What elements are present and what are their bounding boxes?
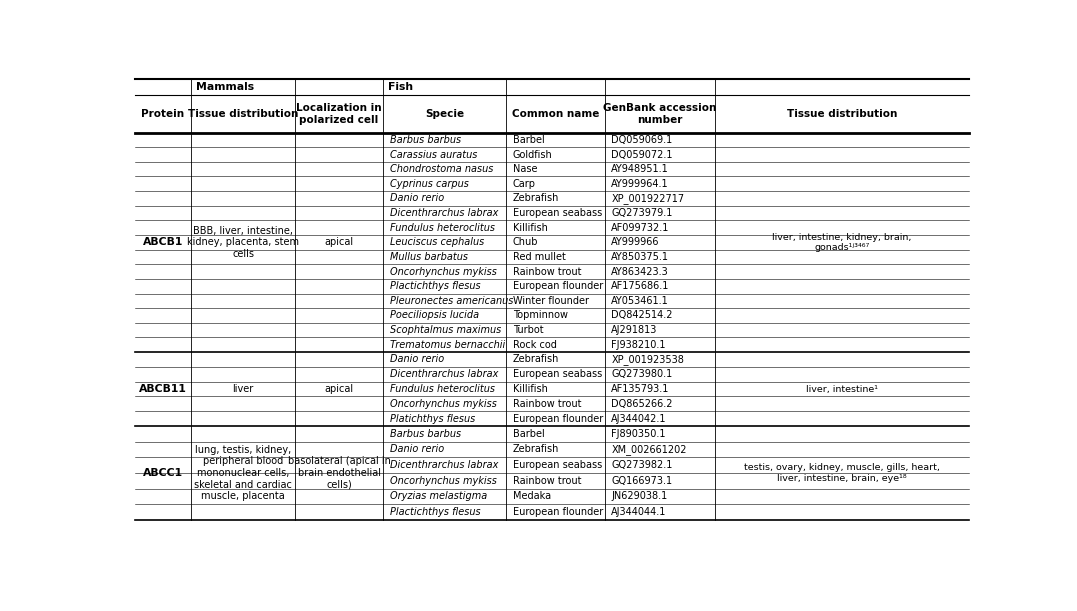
Text: Barbel: Barbel — [513, 135, 545, 145]
Text: Leuciscus cephalus: Leuciscus cephalus — [390, 237, 485, 247]
Text: Zebrafish: Zebrafish — [513, 444, 559, 455]
Text: AY999966: AY999966 — [612, 237, 660, 247]
Text: DQ059069.1: DQ059069.1 — [612, 135, 672, 145]
Text: AJ344044.1: AJ344044.1 — [612, 507, 667, 517]
Text: BBB, liver, intestine,
kidney, placenta, stem
cells: BBB, liver, intestine, kidney, placenta,… — [187, 225, 299, 259]
Text: Platichthys flesus: Platichthys flesus — [390, 414, 475, 423]
Text: ABCB11: ABCB11 — [139, 384, 187, 394]
Text: Zebrafish: Zebrafish — [513, 354, 559, 364]
Text: Chub: Chub — [513, 237, 538, 247]
Text: apical: apical — [324, 237, 353, 247]
Text: GenBank accession
number: GenBank accession number — [603, 103, 716, 125]
Text: basolateral (apical in
brain endothelial
cells): basolateral (apical in brain endothelial… — [288, 456, 391, 489]
Text: GQ273982.1: GQ273982.1 — [612, 460, 673, 470]
Text: Zebrafish: Zebrafish — [513, 194, 559, 203]
Text: liver: liver — [233, 384, 254, 394]
Text: lung, testis, kidney,
peripheral blood
mononuclear cells,
skeletal and cardiac
m: lung, testis, kidney, peripheral blood m… — [194, 445, 292, 501]
Text: JN629038.1: JN629038.1 — [612, 491, 668, 502]
Text: Killifish: Killifish — [513, 222, 547, 233]
Text: FJ938210.1: FJ938210.1 — [612, 340, 666, 349]
Text: Fundulus heteroclitus: Fundulus heteroclitus — [390, 384, 495, 394]
Text: Medaka: Medaka — [513, 491, 550, 502]
Text: Topminnow: Topminnow — [513, 310, 568, 321]
Text: Goldfish: Goldfish — [513, 150, 553, 159]
Text: Localization in
polarized cell: Localization in polarized cell — [296, 103, 382, 125]
Text: Red mullet: Red mullet — [513, 252, 565, 262]
Text: apical: apical — [324, 384, 353, 394]
Text: Danio rerio: Danio rerio — [390, 354, 445, 364]
Text: European flounder: European flounder — [513, 414, 603, 423]
Text: Plactichthys flesus: Plactichthys flesus — [390, 281, 480, 291]
Text: Barbel: Barbel — [513, 429, 545, 439]
Text: Danio rerio: Danio rerio — [390, 194, 445, 203]
Text: Oncorhynchus mykiss: Oncorhynchus mykiss — [390, 476, 496, 486]
Text: Tissue distribution: Tissue distribution — [188, 109, 298, 119]
Text: Turbot: Turbot — [513, 325, 544, 335]
Text: Protein: Protein — [141, 109, 184, 119]
Text: AY948951.1: AY948951.1 — [612, 164, 669, 174]
Text: Chondrostoma nasus: Chondrostoma nasus — [390, 164, 493, 174]
Text: AY999964.1: AY999964.1 — [612, 179, 669, 189]
Text: Carp: Carp — [513, 179, 535, 189]
Text: Barbus barbus: Barbus barbus — [390, 135, 461, 145]
Text: Rock cod: Rock cod — [513, 340, 557, 349]
Text: liver, intestine¹: liver, intestine¹ — [806, 384, 878, 393]
Text: Oncorhynchus mykiss: Oncorhynchus mykiss — [390, 266, 496, 277]
Text: Trematomus bernacchii: Trematomus bernacchii — [390, 340, 505, 349]
Text: Cyprinus carpus: Cyprinus carpus — [390, 179, 468, 189]
Text: ABCC1: ABCC1 — [143, 468, 183, 478]
Text: Fundulus heteroclitus: Fundulus heteroclitus — [390, 222, 495, 233]
Text: European seabass: European seabass — [513, 369, 602, 379]
Text: Nase: Nase — [513, 164, 537, 174]
Text: Danio rerio: Danio rerio — [390, 444, 445, 455]
Text: Rainbow trout: Rainbow trout — [513, 399, 582, 409]
Text: Oncorhynchus mykiss: Oncorhynchus mykiss — [390, 399, 496, 409]
Text: Barbus barbus: Barbus barbus — [390, 429, 461, 439]
Text: Rainbow trout: Rainbow trout — [513, 476, 582, 486]
Text: XP_001923538: XP_001923538 — [612, 354, 684, 365]
Text: AF099732.1: AF099732.1 — [612, 222, 670, 233]
Text: Oryzias melastigma: Oryzias melastigma — [390, 491, 487, 502]
Text: Plactichthys flesus: Plactichthys flesus — [390, 507, 480, 517]
Text: AF135793.1: AF135793.1 — [612, 384, 670, 394]
Text: European flounder: European flounder — [513, 507, 603, 517]
Text: Scophtalmus maximus: Scophtalmus maximus — [390, 325, 501, 335]
Text: AJ291813: AJ291813 — [612, 325, 658, 335]
Text: European seabass: European seabass — [513, 460, 602, 470]
Text: AY053461.1: AY053461.1 — [612, 296, 669, 306]
Text: European seabass: European seabass — [513, 208, 602, 218]
Text: liver, intestine, kidney, brain,
gonads¹ʲ³⁴⁶⁷: liver, intestine, kidney, brain, gonads¹… — [772, 233, 912, 252]
Text: Mullus barbatus: Mullus barbatus — [390, 252, 468, 262]
Text: GQ166973.1: GQ166973.1 — [612, 476, 672, 486]
Text: testis, ovary, kidney, muscle, gills, heart,
liver, intestine, brain, eye¹⁸: testis, ovary, kidney, muscle, gills, he… — [744, 463, 940, 483]
Text: Pleuronectes americanus: Pleuronectes americanus — [390, 296, 514, 306]
Text: Tissue distribution: Tissue distribution — [787, 109, 897, 119]
Text: Rainbow trout: Rainbow trout — [513, 266, 582, 277]
Text: Dicenthrarchus labrax: Dicenthrarchus labrax — [390, 369, 499, 379]
Text: GQ273979.1: GQ273979.1 — [612, 208, 673, 218]
Text: Carassius auratus: Carassius auratus — [390, 150, 477, 159]
Text: DQ842514.2: DQ842514.2 — [612, 310, 673, 321]
Text: European flounder: European flounder — [513, 281, 603, 291]
Text: Winter flounder: Winter flounder — [513, 296, 589, 306]
Text: FJ890350.1: FJ890350.1 — [612, 429, 666, 439]
Text: Mammals: Mammals — [196, 82, 254, 92]
Text: DQ059072.1: DQ059072.1 — [612, 150, 673, 159]
Text: Poeciliopsis lucida: Poeciliopsis lucida — [390, 310, 479, 321]
Text: Killifish: Killifish — [513, 384, 547, 394]
Text: GQ273980.1: GQ273980.1 — [612, 369, 672, 379]
Text: AF175686.1: AF175686.1 — [612, 281, 670, 291]
Text: ABCB1: ABCB1 — [143, 237, 183, 247]
Text: XP_001922717: XP_001922717 — [612, 193, 684, 204]
Text: XM_002661202: XM_002661202 — [612, 444, 687, 455]
Text: Common name: Common name — [512, 109, 599, 119]
Text: Fish: Fish — [388, 82, 412, 92]
Text: AY863423.3: AY863423.3 — [612, 266, 669, 277]
Text: Dicenthrarchus labrax: Dicenthrarchus labrax — [390, 208, 499, 218]
Text: DQ865266.2: DQ865266.2 — [612, 399, 673, 409]
Text: AJ344042.1: AJ344042.1 — [612, 414, 667, 423]
Text: AY850375.1: AY850375.1 — [612, 252, 669, 262]
Text: Dicenthrarchus labrax: Dicenthrarchus labrax — [390, 460, 499, 470]
Text: Specie: Specie — [425, 109, 464, 119]
